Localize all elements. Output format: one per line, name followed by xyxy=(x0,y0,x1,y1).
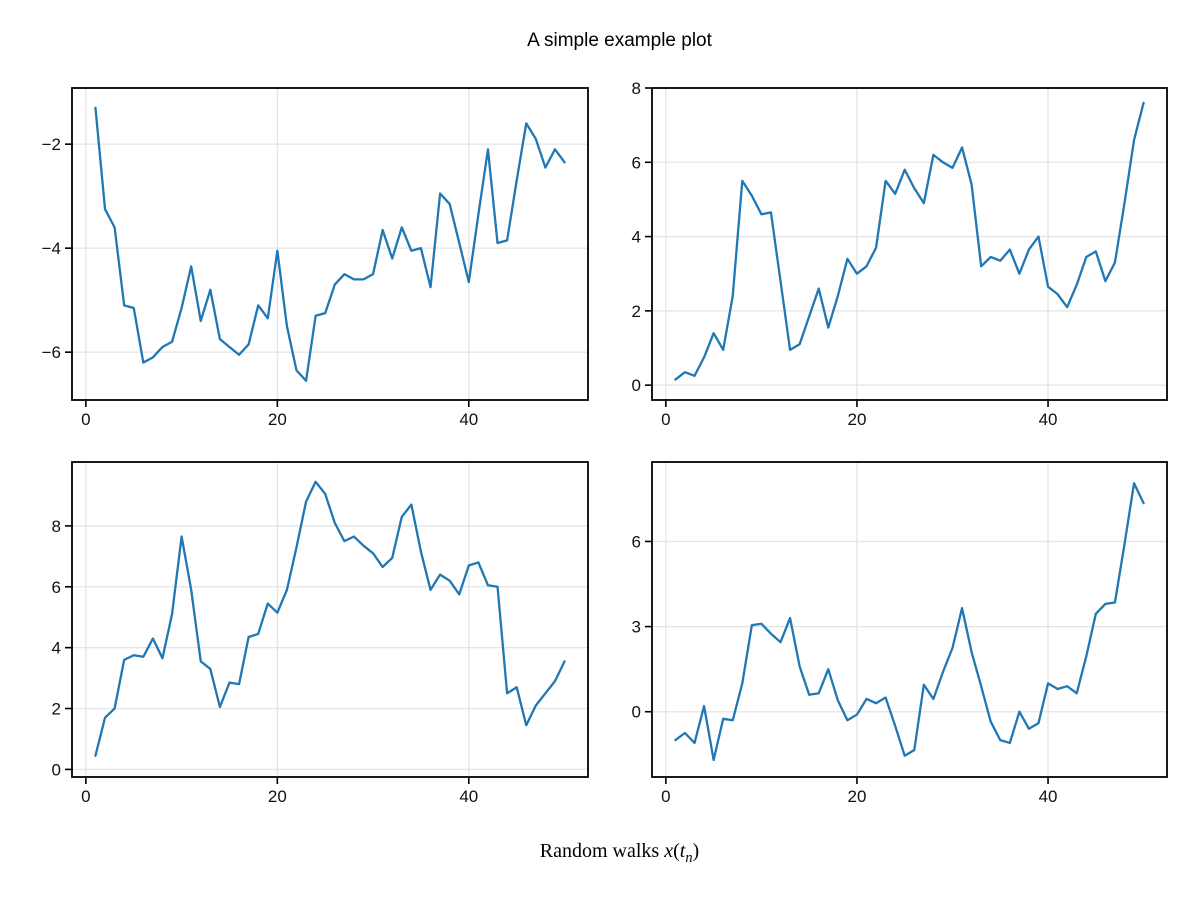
x-tick-label: 20 xyxy=(268,410,287,429)
x-tick-label: 0 xyxy=(81,787,90,806)
y-tick-label: 0 xyxy=(632,703,641,722)
figure-xlabel: Random walks x(tn) xyxy=(72,840,1167,866)
axes-bottom-right: 0 20 40 0 3 6 xyxy=(632,461,1168,806)
axes-spines xyxy=(71,87,589,401)
subplot-bottom-left: 0 20 40 0 2 4 6 8 xyxy=(52,461,589,806)
y-tick-label: −6 xyxy=(42,343,61,362)
y-tick-label: 4 xyxy=(632,228,641,247)
y-tick-label: 6 xyxy=(632,153,641,172)
x-tick-label: 40 xyxy=(1039,410,1058,429)
y-tick-label: 8 xyxy=(52,517,61,536)
axes-top-left: 0 20 40 −6 −4 −2 xyxy=(42,87,589,429)
axes-top-right: 0 20 40 0 2 4 6 8 xyxy=(632,79,1168,429)
series-line xyxy=(674,101,1145,381)
y-tick-label: −4 xyxy=(42,239,61,258)
y-tick-label: 0 xyxy=(52,760,61,779)
x-tick-label: 20 xyxy=(847,787,866,806)
x-tick-label: 0 xyxy=(81,410,90,429)
y-tick-label: −2 xyxy=(42,135,61,154)
y-tick-label: 2 xyxy=(632,302,641,321)
x-tick-label: 40 xyxy=(1039,787,1058,806)
y-tick-label: 4 xyxy=(52,639,61,658)
y-tick-label: 3 xyxy=(632,618,641,637)
xlabel-close-paren: ) xyxy=(692,840,700,862)
y-tick-label: 6 xyxy=(52,578,61,597)
x-tick-label: 20 xyxy=(847,410,866,429)
series-line xyxy=(94,106,566,382)
series-line xyxy=(94,480,566,757)
xlabel-subscript-n: n xyxy=(685,850,693,866)
x-tick-label: 40 xyxy=(459,787,478,806)
x-tick-label: 0 xyxy=(661,410,670,429)
x-tick-label: 20 xyxy=(268,787,287,806)
y-tick-label: 2 xyxy=(52,700,61,719)
figure-title: A simple example plot xyxy=(527,30,712,51)
xlabel-math-x: x xyxy=(664,840,674,862)
subplot-bottom-right: 0 20 40 0 3 6 xyxy=(632,461,1168,806)
x-tick-label: 40 xyxy=(459,410,478,429)
axes-spines xyxy=(651,461,1168,778)
subplot-top-right: 0 20 40 0 2 4 6 8 xyxy=(632,79,1168,429)
axes-bottom-left: 0 20 40 0 2 4 6 8 xyxy=(52,461,589,806)
xlabel-text: Random walks xyxy=(539,840,665,862)
xlabel-math-t: t xyxy=(679,840,686,862)
y-tick-label: 0 xyxy=(632,376,641,395)
y-tick-label: 6 xyxy=(632,532,641,551)
x-tick-label: 0 xyxy=(661,787,670,806)
axes-spines xyxy=(651,87,1168,401)
xlabel-open-paren: ( xyxy=(673,840,680,862)
series-line xyxy=(674,482,1145,762)
axes-spines xyxy=(71,461,589,778)
y-tick-label: 8 xyxy=(632,79,641,98)
subplot-top-left: 0 20 40 −6 −4 −2 xyxy=(42,87,589,429)
